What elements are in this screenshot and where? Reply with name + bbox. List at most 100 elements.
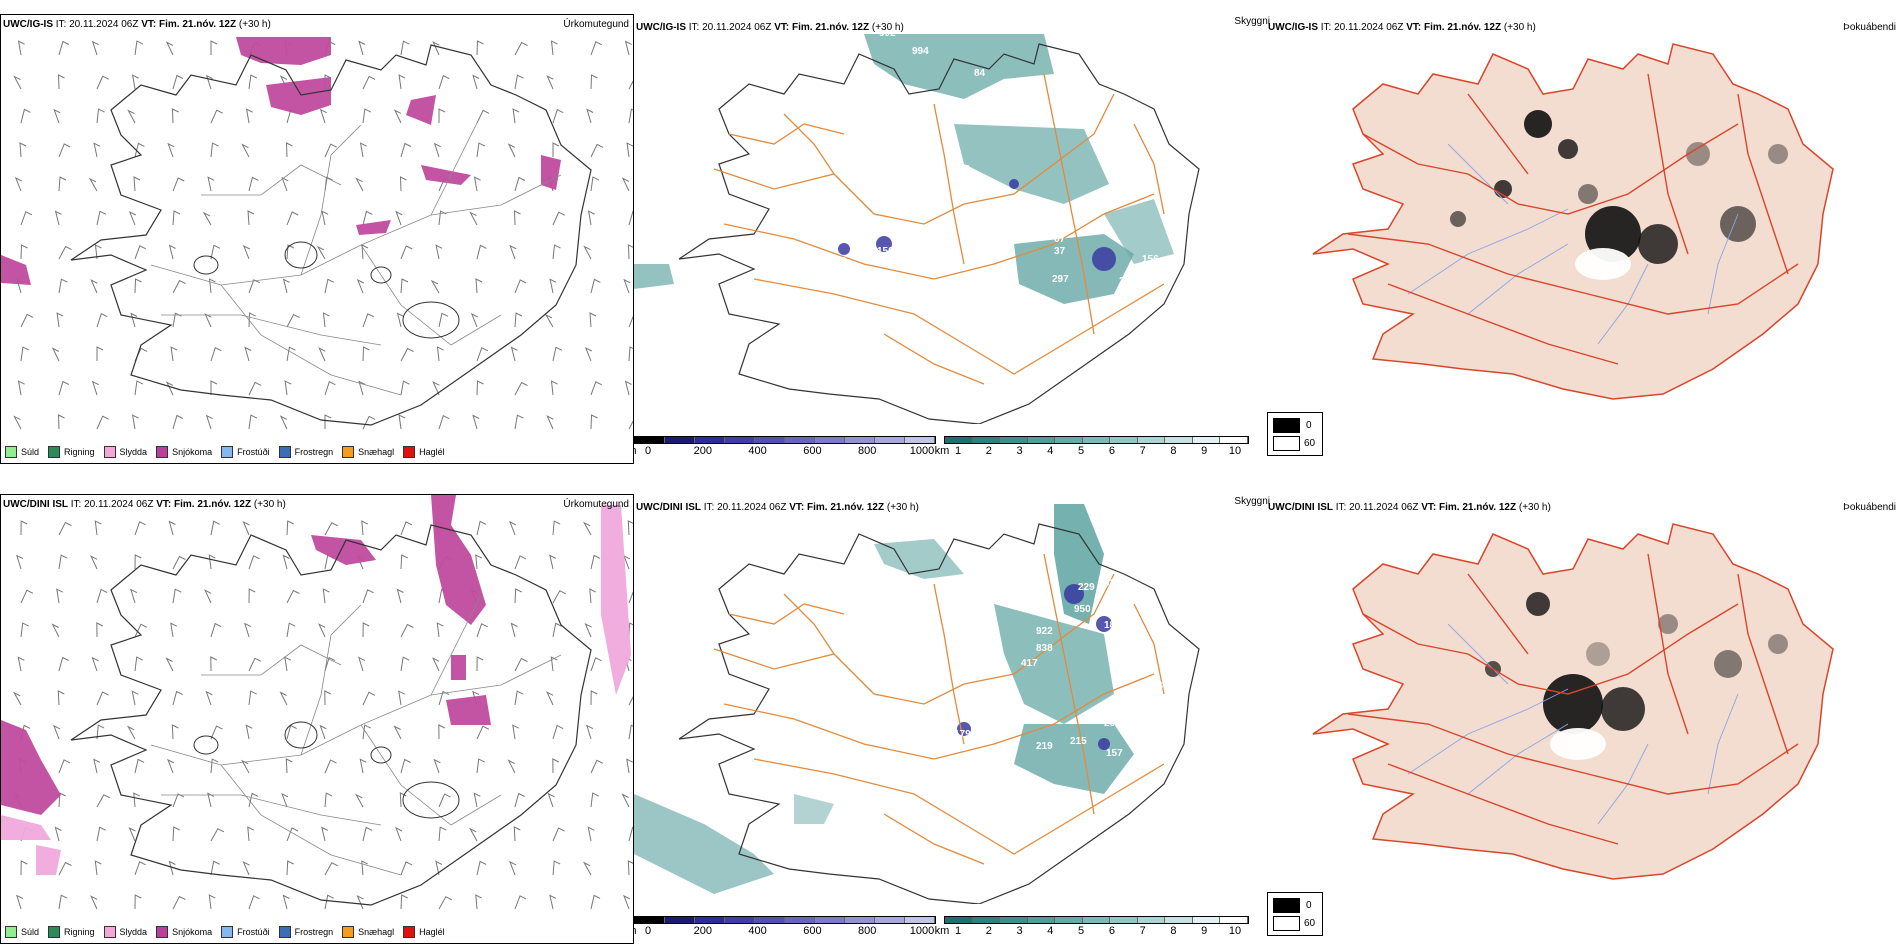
- colorbar-tick: 0: [644, 445, 652, 457]
- legend-label: Rigning: [64, 927, 95, 937]
- legend-label: Súld: [21, 927, 40, 937]
- precip-panel-bottom: UWC/DINI ISL IT: 20.11.2024 06Z VT: Fim.…: [0, 494, 634, 944]
- legend-label: Frostúði: [237, 447, 270, 457]
- legend-item: Haglél: [403, 446, 445, 458]
- legend-label: Haglél: [419, 447, 445, 457]
- colorbar-tick: 400: [748, 445, 767, 457]
- legend-label: Snæhagl: [358, 927, 395, 937]
- legend-swatch: [48, 446, 61, 458]
- colorbar-tick: 1000: [909, 445, 935, 457]
- panel-title: UWC/DINI ISL IT: 20.11.2024 06Z VT: Fim.…: [636, 502, 919, 513]
- legend-swatch: [278, 446, 291, 458]
- precip-legend: Súld Rigning Slydda Snjókoma Frostúði Frostre…: [5, 443, 454, 461]
- legend-item: Frostregn: [278, 446, 334, 458]
- legend-swatch: [5, 446, 17, 458]
- colorbar-tick: 8: [1170, 445, 1177, 457]
- legend-swatch: [156, 446, 169, 458]
- map-value-label: 922: [1036, 626, 1053, 637]
- precip-legend: Súld Rigning Slydda Snjókoma Frostúði Frostre…: [5, 923, 454, 941]
- colorbar-tick: 2: [985, 925, 992, 937]
- colorbar-tick: 600: [803, 445, 822, 457]
- legend-label: Snjókoma: [172, 447, 213, 457]
- colorbar-tick: 200: [693, 445, 712, 457]
- colorbar-tick: 1: [954, 445, 962, 457]
- map-value-label: 838: [1036, 643, 1053, 654]
- map-value-label: 219: [1036, 741, 1053, 752]
- colorbar-tick: 600: [803, 925, 822, 937]
- colorbar-tick: 400: [748, 925, 767, 937]
- map-value-label: 91: [1104, 578, 1116, 589]
- legend-swatch: [48, 926, 61, 938]
- legend-swatch: [103, 926, 116, 938]
- legend-item: Snæhagl: [342, 926, 394, 938]
- legend-label: Rigning: [64, 447, 95, 457]
- colorbar-tick: 3: [1016, 445, 1023, 457]
- cloud-base-colorbar: 0 200 400 600 800 1000 m: [634, 436, 936, 458]
- colorbar-unit: m: [634, 925, 637, 937]
- legend-label: Frostregn: [294, 927, 334, 937]
- map-value-label: 12: [924, 176, 936, 187]
- map-value-label: 37: [1054, 246, 1066, 257]
- colorbar-tick: 1000: [909, 925, 935, 937]
- cloud-panel-top: 992 994 84 53 12 150 187 67 297 223 37 156 33 UWC/IG…: [634, 14, 1274, 464]
- colorbar-tick: 4: [1047, 925, 1054, 937]
- map-value-label: 29: [1104, 718, 1116, 729]
- legend-label: Frostúði: [237, 927, 270, 937]
- fog-map: [1312, 523, 1834, 880]
- map-value-label: 215: [1070, 736, 1087, 747]
- fog-map: [1312, 43, 1834, 400]
- legend-item: Snjókoma: [156, 926, 212, 938]
- panel-name: Skyggni: [1234, 496, 1270, 507]
- colorbar-tick: 1: [954, 925, 962, 937]
- fog-legend-bottom: 0 60: [1267, 892, 1323, 936]
- colorbar-tick: 9: [1201, 925, 1208, 937]
- colorbar-unit: km: [934, 445, 950, 457]
- map-value-label: 33: [1164, 176, 1176, 187]
- map-value-label: 187: [829, 256, 846, 267]
- cloud-map: 992 994 84 53 12 150 187 67 297 223 37 156 33: [634, 28, 1200, 424]
- colorbar-tick: 5: [1078, 445, 1085, 457]
- legend-swatch: [342, 926, 355, 938]
- precip-panel-top: UWC/IG-IS IT: 20.11.2024 06Z VT: Fim. 21…: [0, 14, 634, 464]
- map-value-label: 67: [1054, 234, 1066, 245]
- legend-swatch: [342, 446, 355, 458]
- legend-item: Snjókoma: [156, 446, 212, 458]
- panel-title: UWC/IG-IS IT: 20.11.2024 06Z VT: Fim. 21…: [1268, 22, 1536, 33]
- colorbar-tick: 3: [1016, 925, 1023, 937]
- map-value-label: 115: [969, 717, 986, 728]
- map-value-label: 53: [959, 164, 971, 175]
- fog-legend-top: 0 60: [1267, 412, 1323, 456]
- legend-item: Slydda: [103, 926, 148, 938]
- legend-swatch: [403, 446, 416, 458]
- map-value-label: 992: [879, 28, 896, 39]
- panel-name: Þokuábendi: [1843, 22, 1896, 33]
- colorbar-tick: 7: [1139, 445, 1146, 457]
- colorbar-tick: 800: [858, 445, 877, 457]
- map-value-label: 417: [1021, 658, 1038, 669]
- legend-swatch: [103, 446, 116, 458]
- legend-item: Frostúði: [221, 446, 270, 458]
- map-value-label: 150: [877, 246, 894, 257]
- map-value-label: 180: [1104, 620, 1121, 631]
- panel-name: Skyggni: [1234, 16, 1270, 27]
- legend-label: Slydda: [119, 927, 148, 937]
- colorbar-unit: m: [634, 445, 637, 457]
- panel-name: Þokuábendi: [1843, 502, 1896, 513]
- legend-label: Frostregn: [294, 447, 334, 457]
- legend-label: Haglél: [419, 927, 445, 937]
- legend-label: Súld: [21, 447, 40, 457]
- map-value-label: 223: [1119, 276, 1136, 287]
- panel-name: Úrkomutegund: [563, 19, 629, 30]
- colorbar-tick: 2: [985, 445, 992, 457]
- map-value-label: 156: [1142, 254, 1159, 265]
- colorbar-tick: 7: [1139, 925, 1146, 937]
- visibility-colorbar: 1 2 3 4 5 6 7 8 9 10 km: [935, 436, 1249, 458]
- legend-swatch: [221, 926, 234, 938]
- legend-item: Haglél: [403, 926, 445, 938]
- panel-title: UWC/IG-IS IT: 20.11.2024 06Z VT: Fim. 21…: [3, 19, 271, 30]
- map-value-label: 179: [954, 729, 971, 740]
- colorbar-tick: 6: [1108, 925, 1115, 937]
- colorbar-tick: 8: [1170, 925, 1177, 937]
- map-value-label: 950: [1074, 604, 1091, 615]
